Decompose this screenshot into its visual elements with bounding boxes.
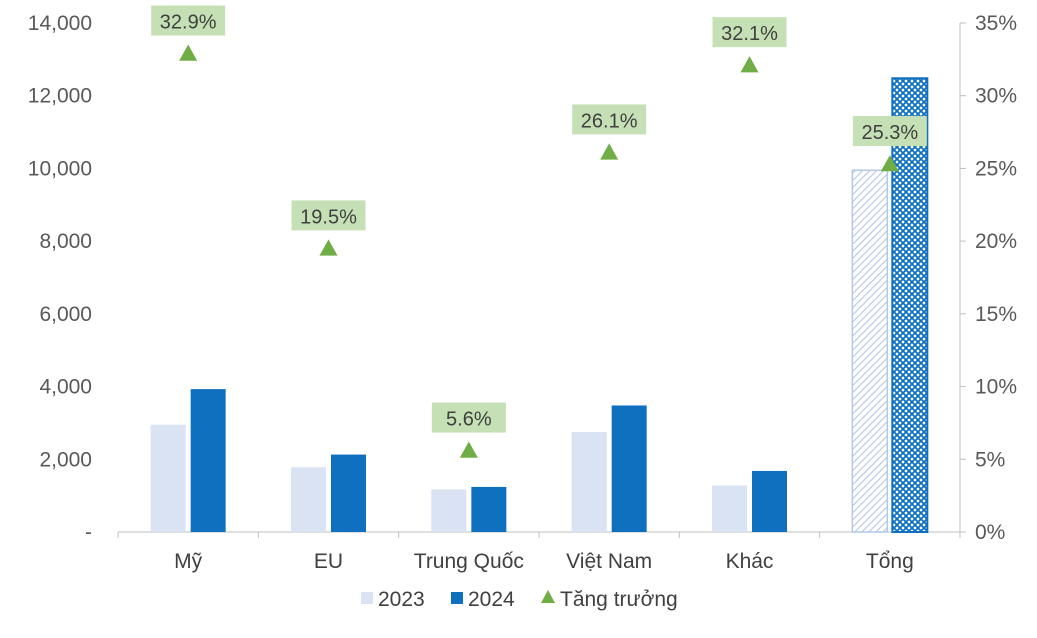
growth-marker (179, 44, 198, 61)
right-axis-tick-label: 30% (975, 85, 1017, 108)
bar-2023 (851, 169, 889, 533)
right-axis-tick-label: 0% (975, 521, 1005, 544)
data-label-box (431, 402, 506, 433)
legend-label-2023: 2023 (378, 588, 425, 611)
data-label-box (572, 104, 647, 135)
data-label-box (852, 116, 927, 147)
growth-marker (880, 155, 899, 172)
growth-marker (459, 441, 478, 458)
data-label: 26.1% (581, 110, 638, 132)
left-axis-tick-label: 2,000 (39, 448, 92, 471)
right-axis-tick-label: 35% (975, 12, 1017, 35)
growth-marker (319, 239, 338, 256)
bar-2024 (752, 470, 787, 532)
bar-2023 (291, 467, 326, 532)
bar-2023 (712, 485, 747, 532)
right-axis-tick-label: 10% (975, 376, 1017, 399)
legend-swatch-2023 (361, 592, 373, 604)
left-axis-tick-label: - (85, 521, 92, 544)
category-label: Việt Nam (566, 550, 652, 573)
right-axis-tick-label: 20% (975, 230, 1017, 253)
axes: - 2,000 4,000 6,000 8,000 10,000 12,000 14,000 0… (28, 12, 1017, 573)
growth-marker (600, 143, 619, 160)
bar-2023 (431, 489, 467, 532)
bar-2024 (891, 77, 929, 534)
legend-label-growth: Tăng trưởng (560, 588, 678, 611)
category-label: Khác (726, 550, 774, 573)
category-label: Trung Quốc (414, 550, 524, 573)
left-axis-tick-label: 10,000 (28, 157, 92, 180)
data-label: 32.1% (721, 23, 778, 45)
right-axis-tick-label: 5% (975, 448, 1005, 471)
bar-2024 (471, 486, 507, 532)
data-label: 32.9% (160, 12, 217, 34)
data-label: 19.5% (300, 206, 357, 228)
right-axis-tick-label: 25% (975, 157, 1017, 180)
bar-2024 (611, 405, 647, 532)
right-axis-tick-label: 15% (975, 303, 1017, 326)
data-label-box (291, 200, 366, 231)
left-axis-tick-label: 8,000 (39, 230, 92, 253)
data-label-box (151, 5, 226, 36)
legend-marker-growth (541, 590, 555, 603)
category-label: Mỹ (174, 550, 202, 573)
left-axis-tick-label: 6,000 (39, 303, 92, 326)
bar-2024 (190, 389, 226, 532)
bars (150, 77, 929, 534)
category-label: Tổng (866, 550, 914, 573)
category-label: EU (314, 550, 343, 573)
bar-2023 (150, 424, 186, 532)
growth-markers (179, 44, 899, 458)
legend-swatch-2024 (451, 592, 463, 604)
bar-2023 (571, 432, 607, 532)
data-label-box (712, 17, 787, 48)
left-axis-tick-label: 14,000 (28, 12, 92, 35)
bar-2024 (331, 454, 366, 532)
data-labels: 32.9% 19.5% 5.6% 26.1% 32.1% 25.3% (151, 5, 927, 433)
legend-label-2024: 2024 (468, 588, 515, 611)
data-label: 25.3% (861, 122, 918, 144)
growth-marker (740, 56, 759, 73)
legend: 2023 2024 Tăng trưởng (361, 588, 678, 611)
left-axis-tick-label: 4,000 (39, 376, 92, 399)
left-axis-tick-label: 12,000 (28, 85, 92, 108)
data-label: 5.6% (446, 409, 492, 431)
